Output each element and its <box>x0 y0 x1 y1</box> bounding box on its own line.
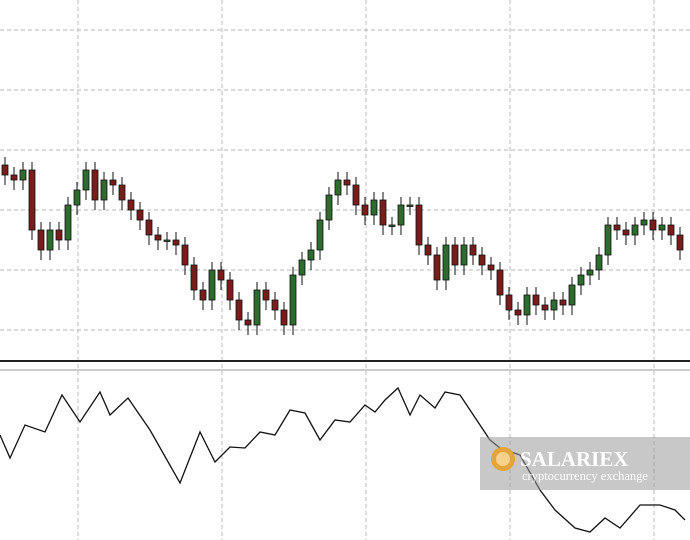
candle-body <box>667 224 675 236</box>
indicator-line <box>0 386 686 533</box>
candle-body <box>496 269 504 296</box>
candle-body <box>649 219 657 231</box>
candle-body <box>181 244 189 266</box>
candle-body <box>28 169 36 231</box>
candle-body <box>1 164 9 176</box>
candle-body <box>622 229 630 236</box>
candle-body <box>271 299 279 311</box>
candle-body <box>316 219 324 251</box>
candle-body <box>604 224 612 256</box>
tagline: cryptocurrency exchange <box>522 469 648 483</box>
candle-body <box>82 169 90 191</box>
candle-body <box>325 194 333 221</box>
candle-body <box>442 244 450 281</box>
candle-body <box>154 234 162 241</box>
marks <box>0 157 686 533</box>
candle-body <box>343 179 351 186</box>
candle-body <box>424 244 432 256</box>
candle-body <box>388 224 396 227</box>
candle-body <box>262 289 270 301</box>
candle-body <box>55 229 63 241</box>
candle-body <box>487 264 495 271</box>
candle-body <box>469 244 477 256</box>
candle-body <box>640 219 648 226</box>
candle-body <box>577 274 585 286</box>
brand: SALARIEX <box>520 447 629 471</box>
candle-body <box>244 319 252 326</box>
candle-body <box>433 254 441 281</box>
candle-body <box>253 289 261 326</box>
candle-body <box>280 309 288 326</box>
candle-body <box>451 244 459 266</box>
watermark-box <box>480 437 690 490</box>
candle-body <box>370 199 378 216</box>
candle-body <box>145 219 153 236</box>
candle-body <box>532 294 540 306</box>
candle-body <box>109 179 117 186</box>
candle-body <box>397 204 405 226</box>
candle-body <box>460 244 468 266</box>
candle-body <box>523 294 531 316</box>
candle-body <box>352 184 360 206</box>
candle-body <box>100 179 108 201</box>
candle-body <box>46 229 54 251</box>
candle-body <box>415 204 423 246</box>
candle-body <box>136 209 144 221</box>
candle-body <box>505 294 513 311</box>
candle-body <box>406 204 414 207</box>
candle-body <box>118 184 126 201</box>
watermark: SALARIEX cryptocurrency exchange <box>480 437 690 490</box>
candle-body <box>73 189 81 206</box>
candle-body <box>361 204 369 216</box>
candle-body <box>208 269 216 301</box>
candle-body <box>586 269 594 276</box>
logo-inner <box>496 452 510 466</box>
candle-body <box>217 269 225 281</box>
candle-body <box>307 249 315 261</box>
candle-body <box>550 299 558 311</box>
candle-body <box>190 264 198 291</box>
candle-body <box>37 229 45 251</box>
candle-body <box>64 204 72 241</box>
candle-body <box>226 279 234 301</box>
candle-body <box>559 299 567 306</box>
candle-body <box>568 284 576 306</box>
candle-body <box>478 254 486 266</box>
candle-body <box>595 254 603 271</box>
candle-body <box>199 289 207 301</box>
candle-body <box>19 169 27 181</box>
candle-body <box>514 309 522 316</box>
candle-body <box>334 179 342 196</box>
candle-body <box>289 274 297 326</box>
candle-body <box>91 169 99 201</box>
candle-body <box>379 199 387 226</box>
candle-body <box>613 224 621 231</box>
candle-body <box>658 224 666 231</box>
candle-body <box>163 239 171 242</box>
candle-body <box>631 224 639 236</box>
candle-body <box>127 199 135 211</box>
candle-body <box>10 174 18 181</box>
candle-body <box>676 234 684 251</box>
candle-body <box>298 259 306 276</box>
candle-body <box>235 299 243 321</box>
candle-body <box>172 239 180 246</box>
candle-body <box>541 304 549 311</box>
